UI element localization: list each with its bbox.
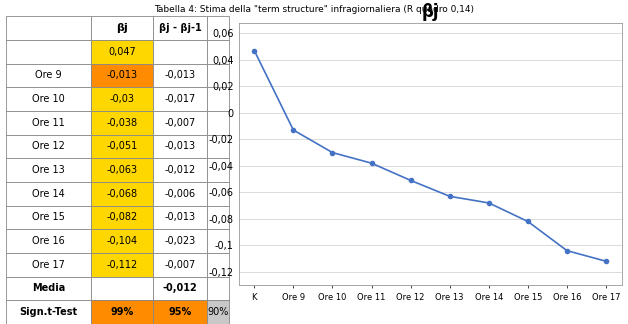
Text: Tabella 4: Stima della "term structure" infragiornaliera (R quadro 0,14): Tabella 4: Stima della "term structure" … [154,5,474,14]
Text: -0,051: -0,051 [107,141,138,151]
Text: 90%: 90% [207,307,229,317]
Bar [91,206,153,229]
Text: Ore 13: Ore 13 [32,165,65,175]
Bar [6,111,91,134]
Bar [6,229,91,253]
Bar [6,16,91,40]
Text: Ore 17: Ore 17 [32,260,65,270]
Bar [207,87,229,111]
Bar [6,134,91,158]
Text: -0,03: -0,03 [110,94,135,104]
Bar [91,229,153,253]
Bar [91,64,153,87]
Text: -0,013: -0,013 [165,141,196,151]
Bar [153,206,207,229]
Bar [6,158,91,182]
Bar [153,277,207,300]
Text: Ore 11: Ore 11 [32,118,65,128]
Text: -0,104: -0,104 [107,236,138,246]
Text: 95%: 95% [168,307,192,317]
Text: Ore 14: Ore 14 [32,189,65,199]
Text: -0,017: -0,017 [165,94,196,104]
Bar [6,300,91,324]
Text: -0,007: -0,007 [165,118,196,128]
Text: 0,047: 0,047 [109,47,136,57]
Bar [207,16,229,40]
Text: Ore 10: Ore 10 [32,94,65,104]
Bar [6,87,91,111]
Bar [91,182,153,206]
Bar [91,158,153,182]
Text: Ore 16: Ore 16 [32,236,65,246]
Title: βj: βj [421,3,439,21]
Bar [207,111,229,134]
Bar [153,158,207,182]
Bar [6,40,91,64]
Text: Sign.t-Test: Sign.t-Test [19,307,78,317]
Text: -0,082: -0,082 [107,213,138,223]
Bar [153,134,207,158]
Bar [153,64,207,87]
Bar [153,300,207,324]
Text: βj: βj [116,23,128,33]
Bar [91,40,153,64]
Bar [91,16,153,40]
Text: -0,038: -0,038 [107,118,138,128]
Text: Media: Media [32,284,65,294]
Text: Ore 12: Ore 12 [32,141,65,151]
Bar [207,300,229,324]
Text: -0,012: -0,012 [163,284,198,294]
Bar [153,111,207,134]
Bar [207,229,229,253]
Bar [91,87,153,111]
Bar [153,40,207,64]
Bar [91,277,153,300]
Text: Ore 15: Ore 15 [32,213,65,223]
Bar [91,134,153,158]
Bar [6,64,91,87]
Text: 99%: 99% [111,307,134,317]
Bar [207,277,229,300]
Bar [153,253,207,277]
Bar [207,253,229,277]
Bar [207,206,229,229]
Bar [207,134,229,158]
Text: Ore 9: Ore 9 [35,70,62,80]
Text: βj - βj-1: βj - βj-1 [159,23,202,33]
Text: -0,068: -0,068 [107,189,138,199]
Bar [207,158,229,182]
Text: -0,023: -0,023 [165,236,196,246]
Text: -0,006: -0,006 [165,189,196,199]
Bar [207,64,229,87]
Bar [207,182,229,206]
Bar [6,253,91,277]
Text: -0,112: -0,112 [107,260,138,270]
Text: -0,013: -0,013 [165,70,196,80]
Text: -0,013: -0,013 [107,70,138,80]
Text: -0,013: -0,013 [165,213,196,223]
Bar [6,277,91,300]
Text: -0,063: -0,063 [107,165,138,175]
Bar [207,40,229,64]
Bar [91,111,153,134]
Text: -0,007: -0,007 [165,260,196,270]
Text: -0,012: -0,012 [165,165,196,175]
Bar [91,300,153,324]
Bar [6,206,91,229]
Bar [91,253,153,277]
Bar [153,16,207,40]
Bar [6,182,91,206]
Bar [153,229,207,253]
Bar [153,87,207,111]
Bar [153,182,207,206]
